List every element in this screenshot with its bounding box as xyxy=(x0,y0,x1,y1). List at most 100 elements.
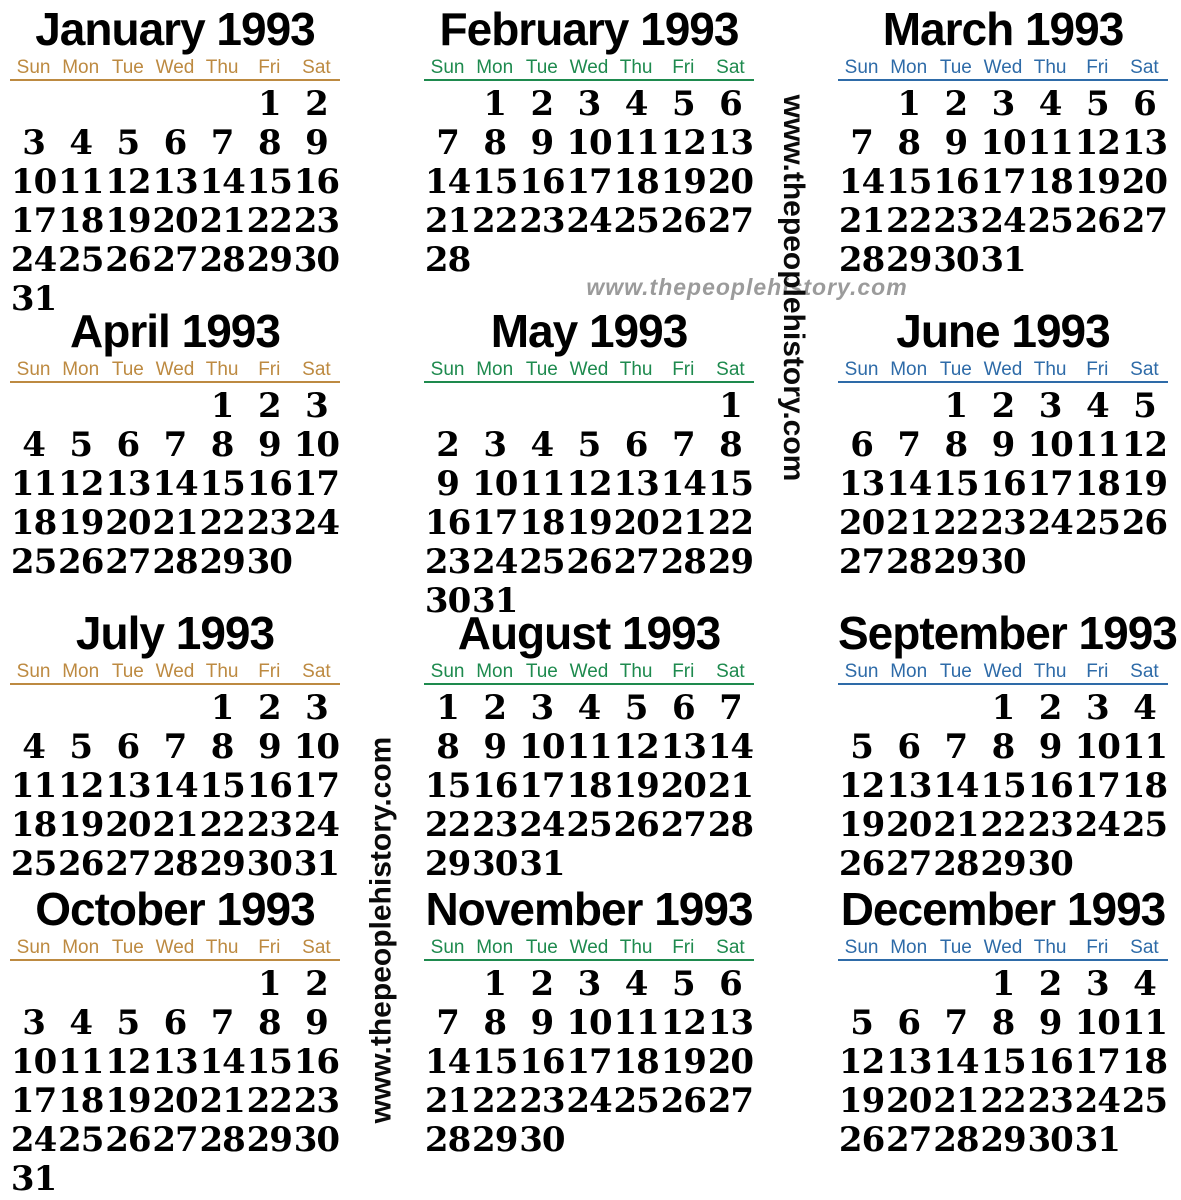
date-cell: 28 xyxy=(707,805,754,845)
week-row: 10 11 12 13 14 15 16 xyxy=(10,1043,340,1082)
weekday-label-mon: Mon xyxy=(476,359,514,380)
date-cell: 26 xyxy=(613,805,659,845)
date-cell xyxy=(565,1121,612,1160)
date-cell: 26 xyxy=(838,844,885,884)
weekday-label-sat: Sat xyxy=(716,359,745,380)
month-title: September 1993 xyxy=(838,607,1178,659)
date-cell: 9 xyxy=(1038,727,1063,767)
weekday-label-wed: Wed xyxy=(569,57,609,78)
week-row: 29 30 31 xyxy=(424,845,754,884)
date-cell: 3 xyxy=(22,123,46,163)
date-cell: 11 xyxy=(519,464,565,504)
date-cell: 2 xyxy=(257,386,282,426)
date-cell: 4 xyxy=(1038,84,1063,124)
date-cell xyxy=(1074,543,1121,582)
date-cell: 6 xyxy=(116,425,141,465)
date-cell: 30 xyxy=(1027,1120,1073,1160)
date-cell: 12 xyxy=(105,1042,151,1082)
date-cell: 10 xyxy=(10,162,57,202)
weekday-label-sat: Sat xyxy=(1130,359,1159,380)
weekday-header-row: Sun Mon Tue Wed Thu Fri Sat xyxy=(838,58,1168,81)
weekday-label-thu: Thu xyxy=(1033,661,1067,682)
weekday-label-fri: Fri xyxy=(258,57,281,78)
date-cell: 18 xyxy=(613,162,659,202)
date-cell: 21 xyxy=(199,201,245,241)
date-cell xyxy=(838,689,885,728)
date-cell: 18 xyxy=(1121,1042,1168,1082)
date-cell: 27 xyxy=(707,1081,754,1121)
date-cell: 20 xyxy=(105,805,151,845)
date-cell: 27 xyxy=(613,542,659,582)
weekday-label-mon: Mon xyxy=(62,359,100,380)
date-cell: 24 xyxy=(10,1120,57,1160)
date-cell: 14 xyxy=(152,464,198,504)
month-weeks: 1 2 3 4 5 6 7 8 9 10 11 12 13 14 15 16 17 18 19 20 21 22 23 24 2… xyxy=(10,85,340,319)
date-cell: 14 xyxy=(838,162,885,202)
weekday-label-tue: Tue xyxy=(111,661,144,682)
date-cell: 9 xyxy=(483,727,507,767)
week-row: 13 14 15 16 17 18 19 xyxy=(838,465,1168,504)
date-cell: 23 xyxy=(519,201,565,241)
week-row: 9 10 11 12 13 14 15 xyxy=(424,465,754,504)
date-cell: 5 xyxy=(1085,84,1110,124)
date-cell: 5 xyxy=(671,84,696,124)
date-cell: 11 xyxy=(613,1003,659,1043)
date-cell: 30 xyxy=(424,581,471,621)
date-cell: 5 xyxy=(671,964,696,1004)
date-cell: 12 xyxy=(838,766,885,806)
date-cell: 13 xyxy=(838,464,885,504)
date-cell: 6 xyxy=(897,727,921,767)
weekday-label-sat: Sat xyxy=(302,359,331,380)
weekday-label-tue: Tue xyxy=(111,57,144,78)
weekday-label-fri: Fri xyxy=(1086,359,1109,380)
date-cell: 16 xyxy=(472,766,518,806)
date-cell: 17 xyxy=(1074,1042,1121,1082)
date-cell: 16 xyxy=(293,1042,340,1082)
week-row: 19 20 21 22 23 24 25 xyxy=(838,806,1168,845)
weekday-label-thu: Thu xyxy=(619,57,653,78)
date-cell: 20 xyxy=(152,1081,198,1121)
date-cell: 28 xyxy=(933,1120,979,1160)
date-cell: 11 xyxy=(10,766,57,806)
date-cell: 3 xyxy=(991,84,1016,124)
weekday-label-mon: Mon xyxy=(62,937,100,958)
date-cell: 29 xyxy=(707,542,754,582)
date-cell: 8 xyxy=(991,1003,1016,1043)
weekday-label-mon: Mon xyxy=(890,359,928,380)
date-cell: 18 xyxy=(1027,162,1073,202)
date-cell: 5 xyxy=(577,425,602,465)
date-cell: 30 xyxy=(293,1120,340,1160)
date-cell: 21 xyxy=(199,1081,245,1121)
weekday-label-fri: Fri xyxy=(258,359,281,380)
weekday-label-thu: Thu xyxy=(619,661,653,682)
date-cell: 7 xyxy=(436,123,460,163)
watermark-horizontal: www.thepeoplehistory.com xyxy=(586,274,908,300)
weekday-label-thu: Thu xyxy=(205,937,239,958)
date-cell: 25 xyxy=(58,1120,104,1160)
date-cell: 30 xyxy=(933,240,979,280)
date-cell: 7 xyxy=(163,425,188,465)
date-cell: 2 xyxy=(436,425,460,465)
date-cell: 25 xyxy=(519,542,565,582)
week-row: 16 17 18 19 20 21 22 xyxy=(424,504,754,543)
date-cell: 14 xyxy=(424,162,471,202)
date-cell: 17 xyxy=(980,162,1026,202)
week-row: 22 23 24 25 26 27 28 xyxy=(424,806,754,845)
week-row: 28 29 30 xyxy=(424,1121,754,1160)
weekday-label-wed: Wed xyxy=(569,661,609,682)
date-cell: 4 xyxy=(1133,688,1157,728)
month-title: June 1993 xyxy=(896,305,1110,357)
date-cell: 25 xyxy=(613,201,659,241)
date-cell: 10 xyxy=(1074,727,1121,767)
date-cell: 10 xyxy=(519,727,565,767)
date-cell: 17 xyxy=(10,1081,57,1121)
date-cell: 6 xyxy=(719,84,743,124)
date-cell: 21 xyxy=(424,201,471,241)
weekday-label-fri: Fri xyxy=(258,937,281,958)
date-cell: 7 xyxy=(671,425,696,465)
